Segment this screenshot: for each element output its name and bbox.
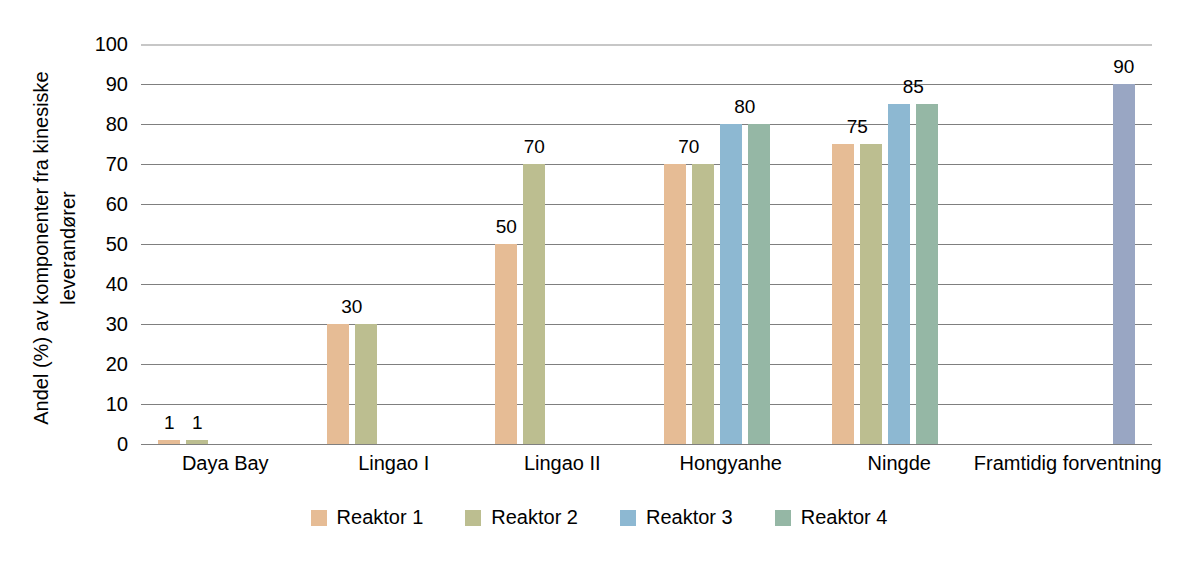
bar-value-label: 85 [873,76,953,98]
bar-reaktor-4-3 [748,124,770,444]
gridline [141,204,1152,205]
bar-reaktor-2-1 [355,324,377,444]
gridline [141,244,1152,245]
bar-reaktor-1-0 [158,440,180,444]
bar-reaktor-1-1 [327,324,349,444]
y-tick-label: 80 [48,113,128,135]
bar-reaktor-2-4 [860,144,882,444]
legend-swatch-icon [775,510,791,526]
legend-item: Reaktor 1 [311,506,424,529]
legend-item: Reaktor 4 [775,506,888,529]
legend-swatch-icon [620,510,636,526]
y-tick-label: 60 [48,193,128,215]
gridline [141,404,1152,405]
gridline [141,44,1152,46]
plot-area: 113050707080758590 [141,44,1152,444]
gridline [141,324,1152,325]
legend-item: Reaktor 3 [620,506,733,529]
legend-label: Reaktor 1 [337,506,424,529]
bar-value-label: 80 [705,96,785,118]
bar-reaktor-2-3 [692,164,714,444]
gridline [141,364,1152,365]
y-tick-label: 100 [48,33,128,55]
y-tick-label: 70 [48,153,128,175]
gridline [141,444,1152,445]
bar-chart: Andel (%) av komponenter fra kinesiske l… [0,0,1198,568]
bar-value-label: 50 [466,216,546,238]
bar-reaktor-4-4 [916,104,938,444]
bar-value-label: 1 [157,412,237,434]
y-tick-label: 40 [48,273,128,295]
bar-value-label: 75 [817,116,897,138]
y-tick-label: 90 [48,73,128,95]
bar-reaktor-2-0 [186,440,208,444]
bar-reaktor-1-4 [832,144,854,444]
bar-value-label: 90 [1084,56,1164,78]
legend-swatch-icon [311,510,327,526]
legend-swatch-icon [465,510,481,526]
bar-value-label: 30 [312,296,392,318]
bar-reaktor-3-4 [888,104,910,444]
gridline [141,164,1152,165]
y-tick-label: 10 [48,393,128,415]
legend-label: Reaktor 3 [646,506,733,529]
y-tick-label: 30 [48,313,128,335]
legend: Reaktor 1 Reaktor 2 Reaktor 3 Reaktor 4 [0,506,1198,529]
gridline [141,84,1152,85]
bar-reaktor-1-2 [495,244,517,444]
legend-label: Reaktor 2 [491,506,578,529]
gridline [141,284,1152,285]
bar-framtidig-forventning-5 [1113,84,1135,444]
bar-reaktor-3-3 [720,124,742,444]
bar-value-label: 70 [649,136,729,158]
x-axis-label: Framtidig forventning [918,452,1198,475]
bar-reaktor-2-2 [523,164,545,444]
gridline [141,124,1152,125]
bar-reaktor-1-3 [664,164,686,444]
legend-item: Reaktor 2 [465,506,578,529]
y-tick-label: 20 [48,353,128,375]
bar-value-label: 70 [494,136,574,158]
legend-label: Reaktor 4 [801,506,888,529]
y-tick-label: 50 [48,233,128,255]
